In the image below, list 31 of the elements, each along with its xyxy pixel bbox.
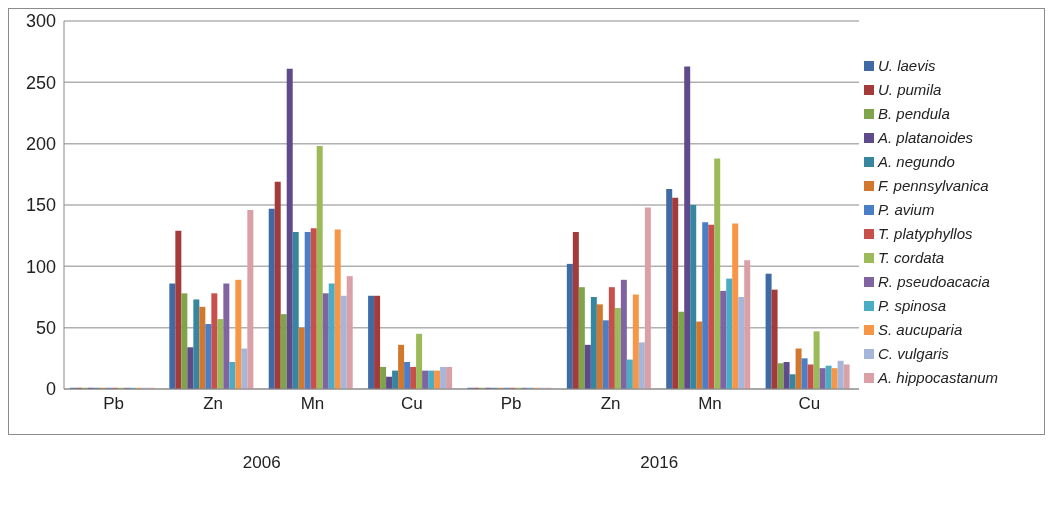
text: 2016 [639,453,680,473]
legend-label: U. laevis [878,56,936,74]
legend-label: F. pennsylvanica [878,176,989,194]
legend-label: P. spinosa [878,296,947,314]
text: 2006 [241,453,282,473]
x-tick-label: Pb [103,394,125,414]
legend-label: U. pumila [878,80,942,98]
x-tick-label: Mn [300,394,325,414]
legend-label: A. platanoides [878,128,974,146]
legend-label: R. pseudoacacia [878,272,990,290]
legend-label: P. avium [878,200,935,218]
legend-label: T. cordata [878,248,945,266]
x-tick-label: Pb [500,394,522,414]
legend-label: B. pendula [878,104,950,122]
y-tick-label: 150 [25,195,56,216]
y-tick-label: 300 [25,11,56,32]
legend-label: C. vulgaris [878,344,949,362]
legend-label: T. platyphyllos [878,224,973,242]
y-tick-label: 250 [25,72,56,93]
x-tick-label: Mn [698,394,722,414]
x-tick-label: Cu [400,394,423,414]
y-tick-label: 200 [25,134,56,155]
legend-label: A. hippocastanum [878,368,999,386]
x-tick-label: Zn [203,394,223,414]
legend-label: S. aucuparia [878,320,963,338]
x-tick-label: Zn [600,394,621,414]
x-tick-label: Cu [798,394,821,414]
y-tick-label: 0 [45,379,56,400]
y-tick-label: 100 [25,256,56,277]
legend-label: A. negundo [878,152,955,170]
y-tick-label: 50 [35,318,56,339]
